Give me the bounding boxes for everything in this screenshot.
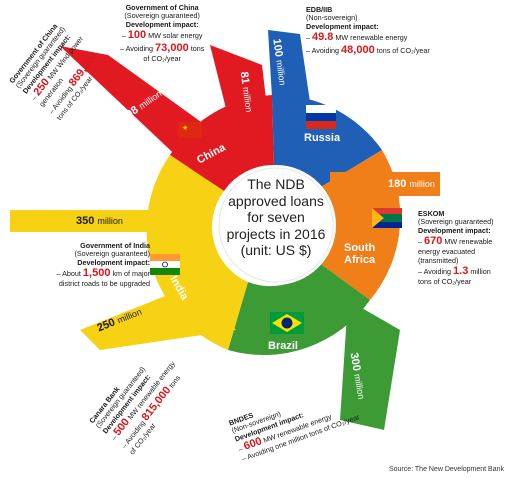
desc-india-1-line-0: Government of India — [80, 241, 150, 250]
desc-india-1-line-3: – About 1,500 km of major — [56, 267, 150, 280]
desc-sa-line-4: energy evacuated — [418, 247, 476, 257]
south-africa-flag — [372, 208, 402, 228]
desc-sa-line-6: – Avoiding 1.3 million — [418, 265, 491, 278]
center-circle — [216, 165, 336, 285]
desc-sa-line-7: tons of CO₂/year — [418, 277, 472, 287]
amount-china-2-unit: million — [240, 86, 255, 113]
desc-sa-line-3: – 670 MW renewable — [418, 235, 493, 248]
desc-russia-line-0: EDB/IIB — [306, 5, 333, 14]
desc-south-africa: ESKOM (Sovereign guaranteed) Development… — [418, 209, 494, 287]
china-band-2 — [210, 45, 272, 156]
china-band-1 — [60, 46, 240, 182]
india-flag — [150, 254, 180, 275]
desc-russia-line-2: Development impact: — [306, 21, 379, 31]
desc-india-1-line-4: district roads to be upgraded — [58, 279, 150, 289]
brazil-label: Brazil — [268, 340, 298, 352]
desc-russia: EDB/IIB (Non-sovereign) Development impa… — [306, 5, 430, 57]
amount-india-1-value: 350 — [76, 215, 95, 227]
desc-india-1: Government of India (Sovereign guarantee… — [40, 241, 150, 289]
brazil-band — [340, 300, 400, 430]
desc-china-2-line-2: Development impact: — [125, 19, 199, 29]
amount-south-africa: 180 million — [388, 178, 435, 190]
desc-china-2-line-5: of CO₂/year — [143, 54, 181, 64]
center-title: The NDB approved loans for seven project… — [226, 176, 326, 259]
svg-text:★: ★ — [182, 124, 188, 132]
desc-russia-line-4: – Avoiding 48,000 tons of CO₂/year — [306, 44, 430, 57]
desc-sa-line-1: (Sovereign guaranteed) — [418, 217, 494, 227]
russia-band — [268, 30, 320, 170]
desc-china-2-line-0: Government of China — [125, 3, 199, 12]
amount-india-1: 350 million — [76, 215, 123, 227]
south-africa-band — [330, 172, 440, 196]
amount-india-1-unit: million — [97, 216, 123, 226]
amount-russia-value: 100 — [270, 37, 285, 58]
desc-russia-line-3: – 49.8 MW renewable energy — [306, 31, 408, 44]
china-flag: ★ — [178, 122, 202, 138]
south-africa-label: South Africa — [344, 242, 376, 267]
russia-label: Russia — [304, 132, 341, 144]
india-band-2 — [80, 282, 236, 350]
desc-india-1-line-1: (Sovereign guaranteed) — [74, 249, 150, 259]
amount-russia-unit: million — [274, 59, 288, 86]
amount-china-2-value: 81 — [237, 70, 252, 85]
desc-sa-line-2: Development impact: — [418, 225, 491, 235]
india-band-1 — [10, 210, 190, 232]
source-credit: Source: The New Development Bank — [388, 466, 504, 473]
center-ring — [218, 167, 334, 283]
amount-south-africa-unit: million — [409, 179, 435, 189]
desc-china-2: Government of China (Sovereign guarantee… — [120, 3, 205, 64]
desc-india-1-line-2: Development impact: — [77, 257, 150, 267]
desc-china-2-line-4: – Avoiding 73,000 tons — [120, 42, 205, 55]
brazil-flag — [270, 312, 304, 334]
amount-south-africa-value: 180 — [388, 178, 407, 190]
desc-sa-line-5: (transmitted) — [418, 255, 459, 265]
desc-china-2-line-3: – 100 MW solar energy — [121, 29, 203, 42]
brazil-sector — [228, 262, 370, 356]
russia-flag — [306, 105, 336, 129]
desc-china-2-line-1: (Sovereign guaranteed) — [124, 11, 200, 21]
desc-russia-line-1: (Non-sovereign) — [306, 13, 358, 23]
desc-sa-line-0: ESKOM — [418, 209, 445, 218]
